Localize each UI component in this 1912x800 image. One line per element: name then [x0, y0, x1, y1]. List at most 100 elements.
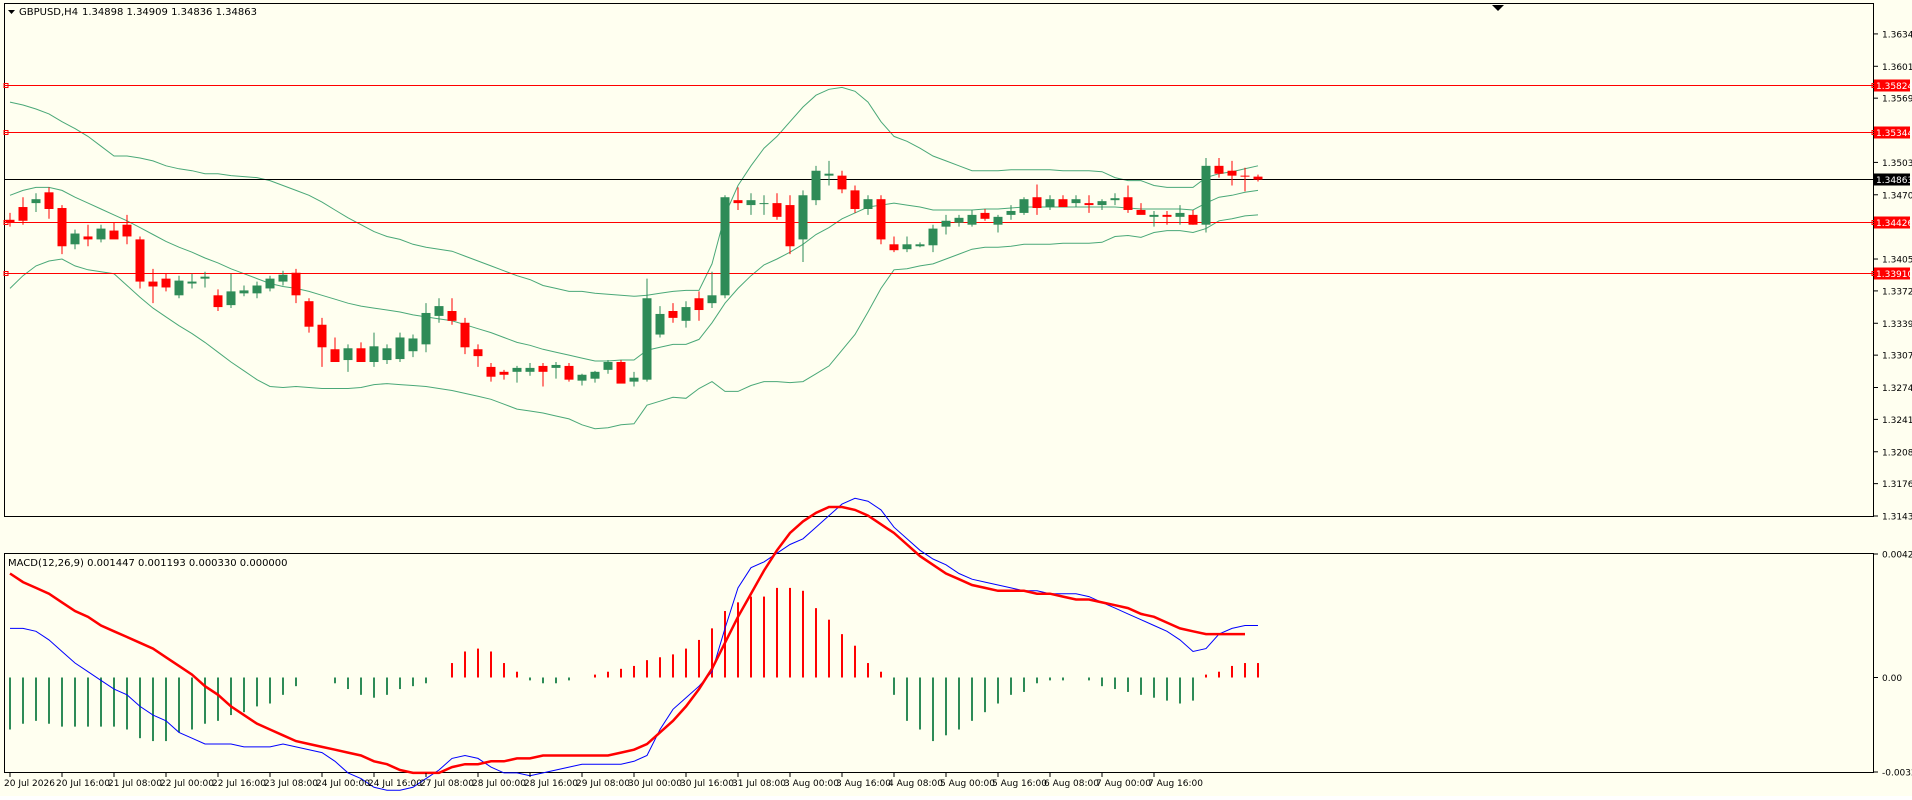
bullish-candle-body [369, 346, 379, 363]
price-axis-label: 1.32415 [1882, 416, 1912, 426]
symbol-period-label: GBPUSD,H4 [19, 7, 78, 18]
time-axis-label: 30 Jul 00:00 [628, 779, 682, 789]
bearish-candle-body [850, 190, 860, 209]
time-axis-label: 5 Aug 00:00 [940, 779, 995, 789]
bearish-candle-body [460, 322, 470, 348]
bearish-candle-body [980, 212, 990, 219]
triangle-down-icon[interactable] [8, 10, 15, 14]
bullish-candle-body [811, 170, 821, 201]
bullish-candle-body [720, 197, 730, 296]
time-axis-label: 24 Jul 00:00 [316, 779, 370, 789]
level-price-label: 1.33910 [1876, 270, 1912, 280]
bullish-candle-body [681, 307, 691, 321]
bearish-candle-body [213, 295, 223, 308]
bearish-candle-body [1084, 203, 1094, 206]
macd-axis-label: 0.004273 [1882, 551, 1912, 561]
time-axis-label: 22 Jul 00:00 [160, 779, 214, 789]
bearish-candle-body [330, 349, 340, 363]
macd-axis-label: 0.00 [1882, 674, 1902, 684]
level-anchor-handle[interactable] [3, 130, 9, 135]
bullish-candle-body [1006, 210, 1016, 215]
bollinger-lower-line [9, 214, 1259, 430]
bearish-candle-body [1227, 170, 1237, 176]
macd-series [9, 497, 1259, 791]
bullish-candle-body [824, 173, 834, 176]
price-axis-label: 1.32740 [1882, 384, 1912, 394]
bearish-candle-body [109, 230, 119, 240]
bearish-candle-body [668, 311, 678, 318]
bearish-candle-body [1136, 209, 1146, 215]
bearish-candle-body [1058, 199, 1068, 208]
bullish-candle-body [174, 280, 184, 296]
bullish-candle-body [642, 298, 652, 380]
bullish-candle-body [798, 195, 808, 240]
bullish-candle-body [96, 228, 106, 240]
time-axis-label: 27 Jul 08:00 [420, 779, 474, 789]
bullish-candle-body [863, 199, 873, 209]
bearish-candle-body [837, 175, 847, 190]
bullish-candle-body [603, 362, 613, 370]
bullish-candle-body [31, 199, 41, 204]
macd-axis: 0.004273 0.00 -0.00327 [1874, 551, 1912, 779]
bullish-candle-body [655, 313, 665, 335]
bullish-candle-body [1175, 212, 1185, 217]
bearish-candle-body [876, 199, 886, 240]
time-axis-label: 28 Jul 00:00 [472, 779, 526, 789]
bearish-candle-body [291, 272, 301, 296]
price-panel-frame[interactable] [4, 3, 1874, 517]
bearish-candle-body [148, 281, 158, 287]
bullish-candle-body [902, 244, 912, 250]
bullish-candle-body [200, 276, 210, 279]
bullish-candle-body [1201, 165, 1211, 225]
bearish-candle-body [733, 200, 743, 204]
bullish-candle-body [928, 228, 938, 246]
bullish-candle-body [1097, 201, 1107, 206]
bearish-candle-body [616, 362, 626, 384]
bearish-candle-body [304, 301, 314, 327]
bearish-candle-body [889, 244, 899, 251]
bearish-candle-body [538, 365, 548, 372]
bullish-candle-body [1071, 199, 1081, 204]
bearish-candle-body [83, 236, 93, 240]
bearish-candle-body [772, 203, 782, 217]
price-axis-label: 1.34050 [1882, 256, 1912, 266]
bearish-candle-body [1188, 214, 1198, 225]
bullish-candle-body [239, 290, 249, 294]
bearish-candle-body [161, 278, 171, 288]
price-axis-label: 1.36015 [1882, 63, 1912, 73]
bearish-candle-body [1123, 197, 1133, 210]
time-axis-label: 7 Aug 16:00 [1148, 779, 1203, 789]
macd-panel-frame[interactable] [4, 553, 1874, 773]
level-price-tag [1874, 79, 1910, 92]
bearish-candle-body [486, 366, 496, 377]
time-axis-label: 20 Jul 2026 [4, 779, 55, 789]
level-anchor-handle[interactable] [3, 271, 9, 276]
chart-shift-marker-icon[interactable] [1492, 5, 1504, 11]
bullish-candle-body [70, 233, 80, 245]
bearish-candle-body [122, 224, 132, 237]
bearish-candle-body [317, 324, 327, 348]
time-axis-label: 21 Jul 08:00 [108, 779, 162, 789]
macd-indicator-label: MACD(12,26,9) 0.001447 0.001193 0.000330… [8, 558, 288, 569]
bullish-candle-body [525, 367, 535, 372]
bullish-candle-body [278, 274, 288, 282]
bearish-candle-body [694, 298, 704, 311]
bearish-candle-body [44, 192, 54, 209]
horizontal-levels[interactable]: 1.35824 1.35344 1.34426 1.33910 1.34863 [3, 79, 1912, 281]
price-axis[interactable]: 1.36345 1.36015 1.35690 1.35035 1.34705 1.340… [1874, 30, 1912, 523]
price-axis-label: 1.34705 [1882, 191, 1912, 201]
bullish-candle-body [941, 220, 951, 227]
bullish-candle-body [343, 348, 353, 361]
bearish-candle-body [1214, 165, 1224, 174]
time-axis-label: 5 Aug 16:00 [992, 779, 1047, 789]
level-anchor-handle[interactable] [3, 83, 9, 88]
bullish-candle-body [1149, 214, 1159, 217]
time-axis-label: 20 Jul 16:00 [56, 779, 110, 789]
bearish-candle-body [447, 311, 457, 321]
time-axis-label: 23 Jul 08:00 [264, 779, 318, 789]
bearish-candle-body [5, 219, 15, 223]
